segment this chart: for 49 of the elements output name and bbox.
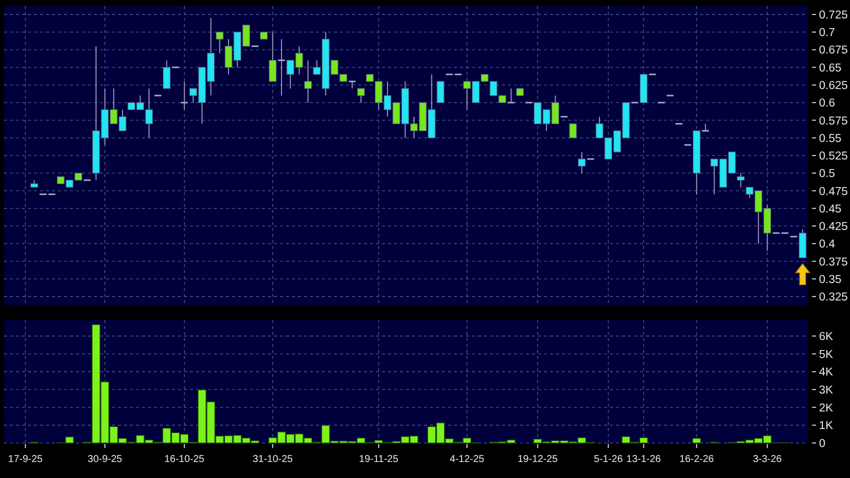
y-tick-label: 0.35 — [819, 274, 842, 286]
y-tick-label: 0.425 — [819, 221, 848, 234]
y-tick-label: 4K — [819, 366, 834, 379]
x-tick-label: 31-10-25 — [252, 454, 294, 465]
y-tick-label: 0.4 — [819, 238, 836, 251]
y-tick-label: 0.325 — [819, 292, 848, 304]
y-tick-label: 0.475 — [819, 186, 848, 198]
candlestick — [569, 123, 577, 138]
x-tick-label: 16-10-25 — [164, 454, 205, 465]
y-tick-label: 0.725 — [819, 9, 848, 22]
x-tick-label: 19-11-25 — [359, 454, 399, 465]
x-tick-label: 3-3-26 — [752, 454, 782, 465]
x-tick-label: 17-9-25 — [8, 454, 44, 465]
candlestick — [180, 80, 188, 110]
y-tick-label: 0.5 — [819, 168, 835, 180]
candlestick — [216, 32, 224, 54]
y-tick-label: 0.45 — [819, 203, 842, 216]
candlestick — [304, 60, 312, 104]
x-tick-label: 19-12-25 — [518, 454, 558, 465]
candlestick — [278, 38, 285, 96]
candlestick — [357, 88, 365, 104]
bar — [692, 438, 701, 444]
y-tick-label: 6K — [819, 331, 834, 344]
x-tick-label: 30-9-25 — [88, 454, 123, 465]
y-tick-label: 0.6 — [819, 98, 835, 110]
candlestick — [162, 60, 170, 90]
x-tick-label: 5-1-26 — [594, 454, 624, 465]
y-tick-label: 0.625 — [819, 80, 848, 92]
y-tick-label: 0.65 — [819, 62, 842, 74]
y-tick-label: 1K — [819, 420, 834, 432]
candlestick — [737, 172, 745, 188]
y-tick-label: 2K — [819, 402, 834, 414]
y-tick-label: 0.675 — [819, 44, 848, 57]
candlestick — [578, 151, 586, 174]
candlestick — [508, 88, 515, 104]
x-tick-label: 16-2-26 — [679, 454, 714, 465]
y-tick-label: 0.55 — [819, 132, 842, 145]
y-tick-label: 0.375 — [819, 256, 848, 268]
y-tick-label: 5K — [819, 348, 834, 361]
y-tick-label: 0.7 — [819, 27, 835, 40]
y-tick-label: 0 — [819, 438, 826, 450]
y-tick-label: 3K — [819, 384, 834, 397]
y-tick-label: 0.525 — [819, 150, 848, 163]
candlestick — [436, 81, 444, 103]
candlestick — [348, 80, 356, 90]
candlestick — [268, 32, 276, 82]
y-tick-label: 0.575 — [819, 115, 848, 128]
x-tick-label: 13-1-26 — [626, 454, 662, 465]
x-tick-label: 4-12-25 — [450, 454, 485, 465]
